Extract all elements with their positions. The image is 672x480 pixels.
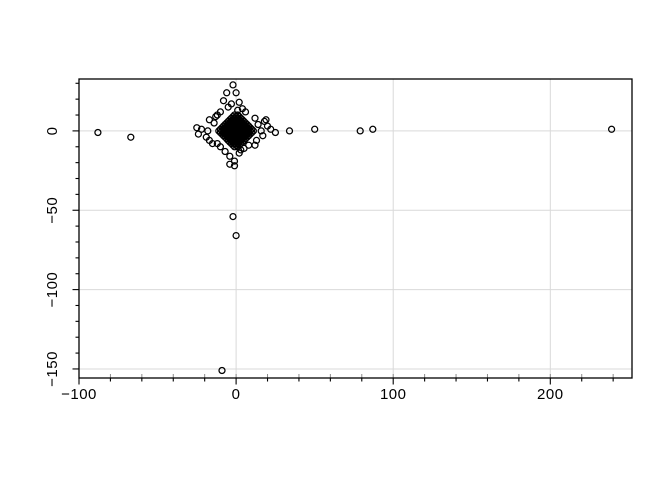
x-axis-tick-label: −100	[61, 386, 97, 403]
data-point	[232, 89, 240, 97]
plot-border	[78, 78, 633, 379]
data-point	[213, 111, 221, 119]
x-axis-tick-label: 0	[232, 386, 241, 403]
y-axis-tick-label: −50	[44, 197, 61, 224]
data-point	[235, 141, 243, 149]
data-point	[311, 125, 319, 133]
data-point	[285, 127, 294, 135]
data-point	[230, 162, 239, 170]
y-axis-tick-label: 0	[44, 126, 61, 135]
data-point	[245, 141, 253, 149]
data-point	[210, 119, 218, 127]
data-point	[193, 124, 201, 132]
y-axis-tick-label: −150	[44, 351, 61, 387]
data-point	[259, 132, 267, 140]
data-point	[607, 125, 616, 133]
data-point	[262, 116, 270, 124]
data-point	[232, 141, 240, 149]
data-point	[218, 366, 226, 375]
data-point	[226, 160, 234, 168]
data-point	[224, 103, 232, 111]
data-point	[241, 108, 250, 116]
x-axis-tick-label: 100	[380, 386, 407, 403]
data-point	[223, 89, 231, 97]
data-point	[232, 231, 240, 240]
data-point	[229, 81, 237, 89]
data-point	[254, 120, 262, 129]
data-point	[257, 127, 265, 135]
x-axis-tick-label: 200	[537, 386, 564, 403]
data-point	[194, 130, 203, 138]
data-point	[221, 147, 229, 156]
data-point	[369, 125, 377, 133]
data-point	[229, 212, 237, 221]
data-point	[252, 136, 261, 145]
data-point	[213, 139, 221, 148]
data-point	[251, 114, 259, 122]
data-point	[234, 106, 242, 114]
data-point	[251, 141, 259, 149]
data-point	[94, 128, 102, 137]
data-point	[235, 98, 243, 106]
data-point	[271, 128, 280, 137]
data-point	[219, 97, 228, 105]
data-point	[127, 133, 135, 141]
data-point	[226, 152, 234, 160]
data-point	[230, 143, 239, 151]
y-axis-tick-label: −100	[44, 272, 61, 308]
data-point	[208, 139, 217, 148]
data-point	[212, 112, 220, 121]
data-point	[356, 127, 364, 135]
